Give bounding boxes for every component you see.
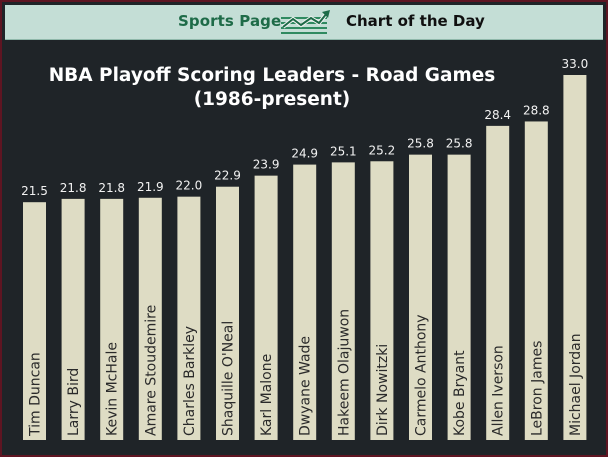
brand-name: Sports Page <box>178 12 282 30</box>
value-label-14: 33.0 <box>562 57 589 71</box>
bar-12 <box>486 125 510 440</box>
value-label-2: 21.8 <box>98 181 125 195</box>
category-label-1: Larry Bird <box>66 368 82 436</box>
value-label-10: 25.8 <box>407 137 434 151</box>
category-label-0: Tim Duncan <box>28 352 44 437</box>
chart-title-line-2: (1986-present) <box>193 89 351 110</box>
value-label-7: 24.9 <box>291 147 318 161</box>
bar-14 <box>563 75 587 440</box>
value-label-5: 22.9 <box>214 169 241 183</box>
value-label-8: 25.1 <box>330 144 357 158</box>
category-label-6: Karl Malone <box>259 354 275 436</box>
bar-6 <box>254 175 278 440</box>
category-label-13: LeBron James <box>529 341 545 436</box>
category-label-3: Amare Stoudemire <box>143 305 159 436</box>
bar-11 <box>447 154 471 441</box>
value-label-1: 21.8 <box>60 181 87 195</box>
chart-title: NBA Playoff Scoring Leaders - Road Games… <box>22 64 522 112</box>
category-label-11: Kobe Bryant <box>452 350 468 436</box>
value-label-9: 25.2 <box>369 143 396 157</box>
value-label-13: 28.8 <box>523 103 550 117</box>
value-label-11: 25.8 <box>446 137 473 151</box>
value-label-0: 21.5 <box>21 184 48 198</box>
category-label-7: Dwyane Wade <box>298 336 314 436</box>
value-label-12: 28.4 <box>484 108 511 122</box>
bar-10 <box>409 154 432 441</box>
bar-1 <box>61 198 85 440</box>
bar-4 <box>177 196 201 440</box>
category-label-2: Kevin McHale <box>105 342 121 436</box>
trending-up-chart-icon <box>281 10 330 34</box>
bar-0 <box>23 202 46 440</box>
value-label-3: 21.9 <box>137 180 164 194</box>
bar-2 <box>100 198 124 440</box>
category-label-4: Charles Barkley <box>182 326 198 436</box>
category-label-14: Michael Jordan <box>568 333 584 436</box>
bar-13 <box>524 121 548 441</box>
chart-of-the-day-label: Chart of the Day <box>346 12 485 30</box>
bar-9 <box>370 161 394 441</box>
chart-title-line-1: NBA Playoff Scoring Leaders - Road Games <box>48 65 496 86</box>
category-label-12: Allen Iverson <box>491 345 507 436</box>
bar-8 <box>331 162 355 440</box>
bar-7 <box>293 164 317 440</box>
category-label-9: Dirk Nowitzki <box>375 344 391 436</box>
category-label-8: Hakeem Olajuwon <box>336 309 352 436</box>
category-label-10: Carmelo Anthony <box>414 314 430 436</box>
value-label-4: 22.0 <box>176 179 203 193</box>
value-label-6: 23.9 <box>253 158 280 172</box>
header-banner: Sports Page Chart of the Day <box>5 5 603 40</box>
category-label-5: Shaquille O'Neal <box>221 321 237 436</box>
bar-3 <box>138 197 162 440</box>
bar-5 <box>216 186 239 440</box>
